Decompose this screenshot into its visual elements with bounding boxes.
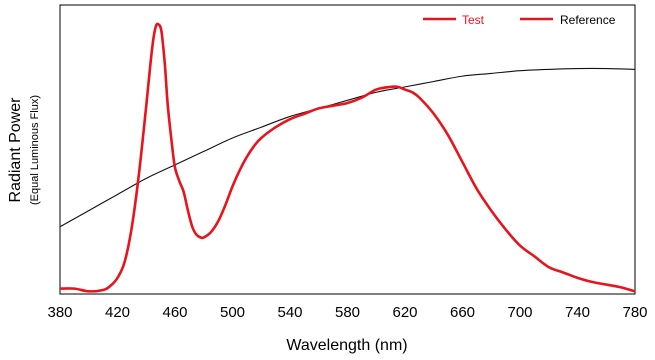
legend: Test Reference — [423, 13, 616, 27]
test-series-layer — [59, 22, 636, 293]
x-tick-label: 700 — [507, 304, 532, 321]
legend-label-reference: Reference — [560, 13, 616, 27]
x-tick-label: 780 — [622, 304, 647, 321]
x-tick-label: 660 — [450, 304, 475, 321]
x-tick-label: 740 — [565, 304, 590, 321]
x-tick-label: 420 — [105, 304, 130, 321]
series-line-test — [59, 22, 636, 293]
legend-label-test: Test — [462, 13, 485, 27]
plot-frame — [59, 4, 636, 295]
x-tick-label: 620 — [392, 304, 417, 321]
y-axis-label: Radiant Power — [7, 97, 24, 203]
x-tick-labels: 380 420 460 500 540 580 620 660 700 740 780 — [47, 304, 647, 321]
y-axis-sublabel: (Equal Luminous Flux) — [29, 95, 41, 205]
x-tick-label: 540 — [277, 304, 302, 321]
x-tick-label: 460 — [162, 304, 187, 321]
reference-series-layer — [59, 67, 636, 228]
x-axis-label: Wavelength (nm) — [286, 337, 407, 354]
x-tick-label: 380 — [47, 304, 72, 321]
x-tick-label: 500 — [220, 304, 245, 321]
x-tick-label: 580 — [335, 304, 360, 321]
series-line-reference — [59, 67, 636, 228]
